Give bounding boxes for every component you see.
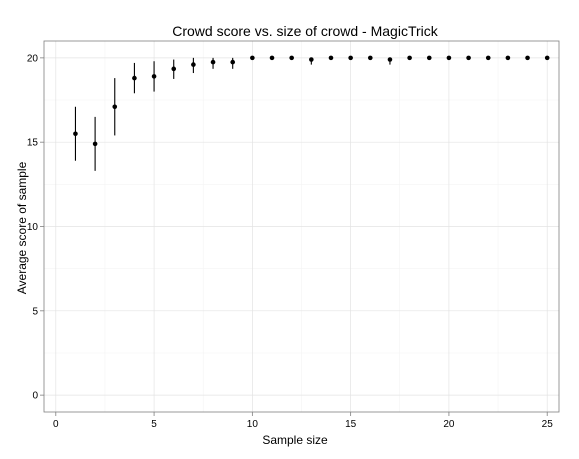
data-point: [171, 66, 177, 72]
y-tick-label: 0: [32, 391, 38, 402]
x-tick-label: 5: [151, 419, 157, 430]
data-point: [348, 55, 353, 61]
data-point: [269, 55, 275, 61]
x-tick-label: 10: [247, 419, 259, 430]
tick-layer: 0 5 10 15 20 25 0 5 10 15 20: [27, 53, 553, 430]
y-axis-label: Average score of sample: [15, 161, 29, 294]
data-point: [92, 141, 98, 147]
x-tick-label: 20: [443, 419, 455, 430]
data-point: [132, 75, 137, 81]
data-point: [426, 55, 432, 61]
data-point: [328, 55, 334, 61]
x-axis-label: Sample size: [262, 433, 328, 447]
y-tick-label: 10: [27, 222, 39, 233]
data-point: [112, 104, 118, 110]
y-tick-label: 20: [27, 53, 39, 64]
data-point: [544, 55, 550, 61]
chart-title: Crowd score vs. size of crowd - MagicTri…: [172, 23, 439, 39]
data-point: [367, 55, 373, 61]
y-tick-label: 15: [27, 138, 39, 149]
data-point: [466, 55, 471, 61]
data-layer: [73, 55, 550, 171]
data-point: [191, 62, 196, 67]
data-point: [446, 55, 452, 61]
data-point: [485, 55, 491, 61]
data-point: [250, 55, 255, 61]
data-point: [230, 59, 236, 65]
y-tick-label: 5: [32, 306, 38, 317]
data-point: [309, 57, 314, 62]
data-point: [151, 74, 157, 79]
data-point: [73, 131, 78, 137]
data-point: [289, 55, 294, 61]
data-point: [505, 55, 511, 61]
x-tick-label: 0: [53, 419, 59, 430]
data-point: [407, 55, 412, 61]
x-tick-label: 25: [542, 419, 554, 430]
data-point: [387, 57, 393, 62]
grid-layer: [44, 41, 559, 412]
data-point: [525, 55, 530, 61]
x-tick-label: 15: [345, 419, 357, 430]
data-point: [210, 59, 216, 65]
